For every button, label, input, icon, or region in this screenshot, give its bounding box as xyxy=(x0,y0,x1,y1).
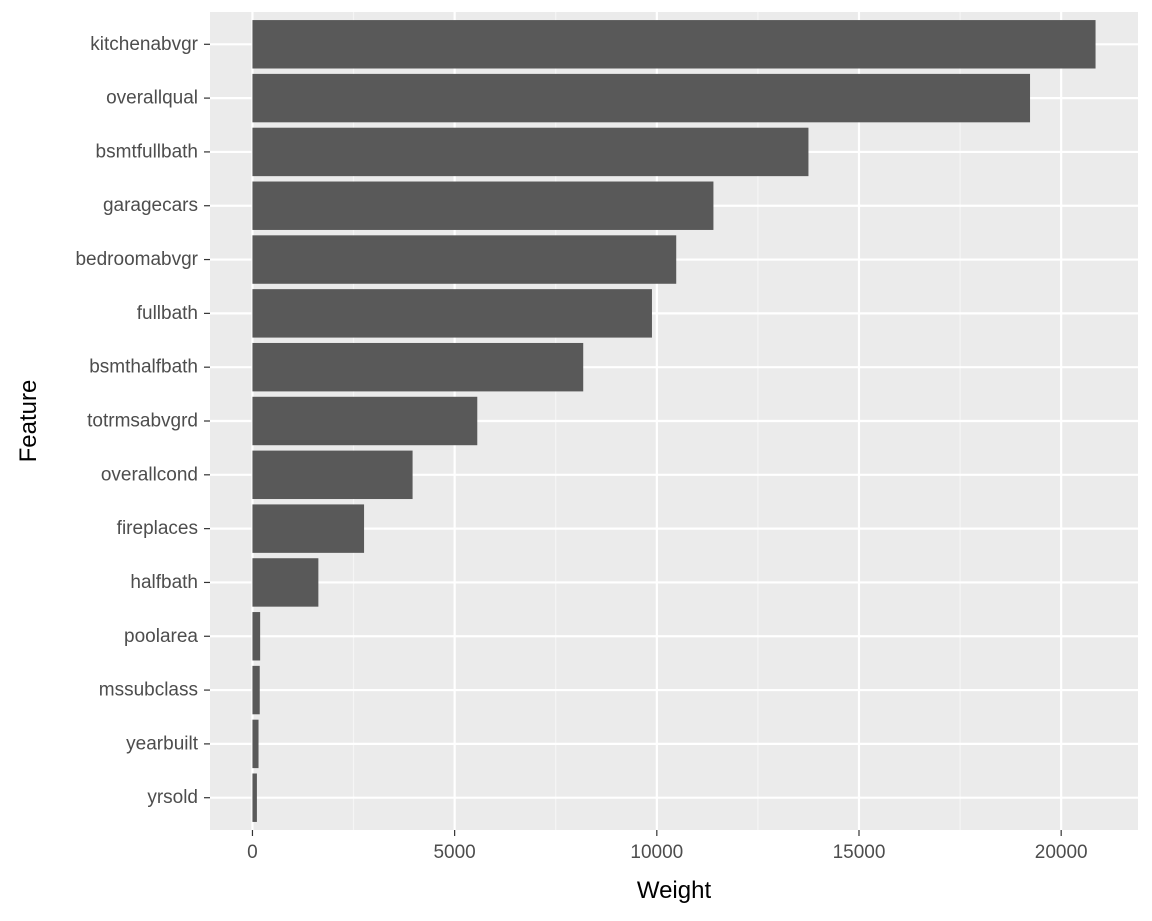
y-tick-label: halfbath xyxy=(130,572,198,593)
x-tick-label: 5000 xyxy=(433,842,475,863)
y-tick-label: fireplaces xyxy=(117,518,198,539)
y-tick-label: bedroomabvgr xyxy=(75,249,198,270)
bar-fireplaces xyxy=(252,504,365,553)
bar-halfbath xyxy=(252,558,319,607)
bar-overallqual xyxy=(252,73,1031,123)
y-axis-title: Feature xyxy=(15,380,42,463)
x-tick-label: 15000 xyxy=(833,842,886,863)
bar-bedroomabvgr xyxy=(252,235,677,284)
y-tick-label: garagecars xyxy=(103,195,198,216)
bar-yrsold xyxy=(252,773,257,822)
bar-bsmtfullbath xyxy=(252,127,809,177)
y-tick-label: overallqual xyxy=(106,88,198,109)
bars xyxy=(252,20,1096,822)
y-tick-label: yearbuilt xyxy=(126,733,199,754)
y-tick-label: mssubclass xyxy=(99,680,198,701)
bar-mssubclass xyxy=(252,665,260,715)
y-tick-label: fullbath xyxy=(137,303,198,324)
bar-kitchenabvgr xyxy=(252,20,1096,69)
y-axis: kitchenabvgr overallqual bsmtfullbath garag… xyxy=(75,34,210,808)
x-tick-label: 20000 xyxy=(1035,842,1088,863)
bar-bsmthalfbath xyxy=(252,342,584,392)
bar-totrmsabvgrd xyxy=(252,396,478,446)
y-tick-label: poolarea xyxy=(124,626,198,647)
y-tick-label: kitchenabvgr xyxy=(90,34,198,55)
y-tick-label: yrsold xyxy=(147,787,198,808)
x-axis-title: Weight xyxy=(637,877,712,904)
x-axis: 0 5000 10000 15000 20000 xyxy=(247,830,1088,863)
x-tick-label: 10000 xyxy=(630,842,683,863)
bar-yearbuilt xyxy=(252,719,259,769)
y-tick-label: bsmthalfbath xyxy=(89,357,198,378)
y-tick-label: totrmsabvgrd xyxy=(87,411,198,432)
bar-poolarea xyxy=(252,612,261,661)
x-tick-label: 0 xyxy=(247,842,258,863)
bar-fullbath xyxy=(252,289,652,338)
y-tick-label: overallcond xyxy=(101,464,198,485)
y-tick-label: bsmtfullbath xyxy=(96,141,198,162)
bar-garagecars xyxy=(252,181,714,230)
bar-overallcond xyxy=(252,450,413,500)
